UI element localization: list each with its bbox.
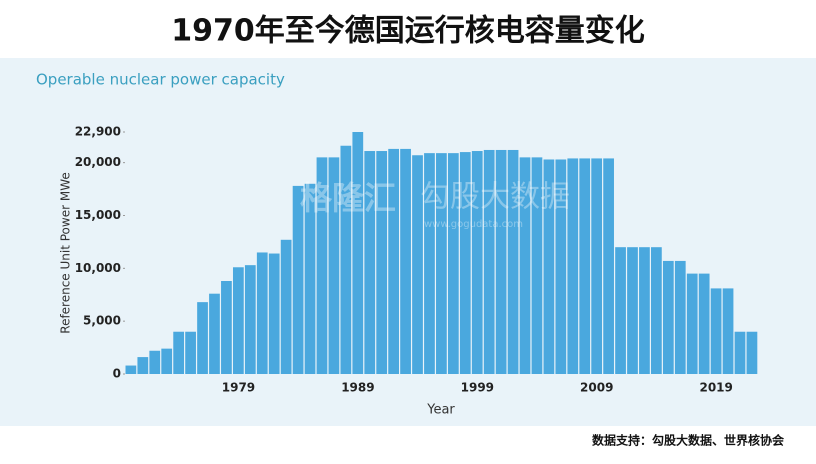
bar (471, 151, 483, 374)
bar (447, 153, 459, 374)
x-tick-label: 1989 (341, 381, 374, 395)
bar (304, 183, 316, 374)
y-tick-label: 15,000 (75, 208, 121, 222)
bar (495, 149, 507, 374)
bar (722, 288, 734, 374)
bars (125, 132, 758, 374)
y-tick-label: 10,000 (75, 261, 121, 275)
bar (388, 148, 399, 374)
watermark-text: 勾股大数据 (420, 180, 570, 215)
bar (674, 260, 686, 374)
watermark-text: www.gogudata.com (424, 219, 523, 230)
bar (651, 247, 662, 374)
chart-subtitle: Operable nuclear power capacity (36, 71, 285, 89)
y-tick-label: 5,000 (83, 314, 121, 328)
bar (197, 302, 208, 374)
bar (232, 267, 244, 374)
bar (340, 145, 352, 374)
bar (686, 273, 698, 374)
bar (459, 152, 471, 374)
bar (185, 331, 196, 374)
watermark: 格隆汇 勾股大数据 www.gogudata.com (300, 179, 570, 230)
bar (436, 153, 447, 374)
bar (639, 247, 650, 374)
bar (555, 159, 567, 374)
bar (591, 158, 603, 374)
bar (149, 350, 161, 374)
bar (316, 157, 328, 374)
bar (662, 260, 674, 374)
y-tick-label: 0 (113, 367, 121, 381)
bar (543, 159, 555, 374)
watermark-text: 格隆汇 (300, 179, 396, 217)
bar (615, 247, 626, 374)
bar (567, 158, 579, 374)
bar (364, 151, 376, 374)
bar (209, 293, 220, 374)
bar (244, 265, 256, 374)
bar (137, 357, 149, 374)
bar (328, 157, 340, 374)
bar (698, 273, 710, 374)
bar (400, 148, 411, 374)
x-tick-label: 1979 (222, 381, 255, 395)
bar (627, 247, 638, 374)
bar (125, 365, 137, 374)
bar (746, 331, 758, 374)
bar (531, 157, 543, 374)
bar (483, 149, 495, 374)
bar (579, 158, 591, 374)
y-tick-label: 22,900 (75, 125, 121, 139)
bar (161, 348, 173, 374)
bar (424, 153, 435, 374)
x-tick-label: 1999 (461, 381, 494, 395)
x-axis-label: Year (426, 403, 455, 418)
x-tick-label: 2019 (699, 381, 732, 395)
source: 数据支持：勾股大数据、世界核协会 (592, 433, 785, 448)
bar (412, 155, 423, 374)
bar (256, 252, 268, 374)
bar (292, 185, 304, 374)
bar (376, 151, 388, 374)
bar (280, 239, 292, 374)
bar (710, 288, 722, 374)
x-tick-label: 2009 (580, 381, 613, 395)
bar (352, 132, 364, 374)
chart-title: 1970年至今德国运行核电容量变化 (171, 14, 645, 49)
y-axis-label: Reference Unit Power MWe (59, 172, 73, 333)
bar (519, 157, 531, 374)
bar (603, 158, 614, 374)
bar (221, 281, 232, 374)
bar (734, 331, 746, 374)
bar (507, 149, 519, 374)
bar (173, 331, 185, 374)
bar (268, 253, 280, 374)
y-tick-label: 20,000 (75, 155, 121, 169)
